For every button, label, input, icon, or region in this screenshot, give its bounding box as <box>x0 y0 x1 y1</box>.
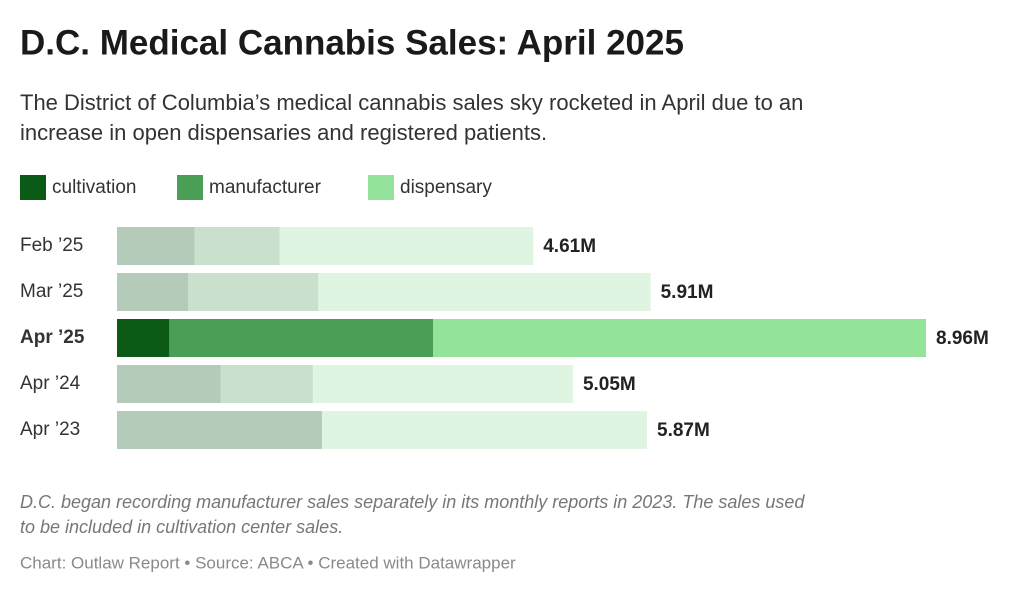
category-label: Apr ’24 <box>20 373 81 394</box>
total-label: 5.87M <box>657 420 710 441</box>
total-label: 8.96M <box>936 328 989 349</box>
category-label: Apr ’23 <box>20 419 80 440</box>
bar-segment <box>117 365 221 403</box>
legend-swatch <box>177 175 203 200</box>
bar-segment <box>279 227 534 265</box>
bar-segment <box>312 365 573 403</box>
bar-segment <box>220 365 313 403</box>
legend-swatch <box>368 175 394 200</box>
category-label: Apr ’25 <box>20 327 85 348</box>
bar-segment <box>117 411 322 449</box>
total-label: 4.61M <box>543 236 596 257</box>
category-label: Mar ’25 <box>20 281 83 302</box>
bar-segment <box>194 227 280 265</box>
legend-label: manufacturer <box>209 177 322 198</box>
subtitle: increase in open dispensaries and regist… <box>20 120 547 145</box>
bar-segment <box>117 319 170 357</box>
chart-title: D.C. Medical Cannabis Sales: April 2025 <box>20 23 684 62</box>
note: to be included in cultivation center sal… <box>20 517 343 537</box>
bar-segment <box>318 273 651 311</box>
total-label: 5.91M <box>661 282 714 303</box>
total-label: 5.05M <box>583 374 636 395</box>
bar-segment <box>321 411 648 449</box>
legend-label: dispensary <box>400 177 492 198</box>
legend-swatch <box>20 175 46 200</box>
bar-segment <box>188 273 319 311</box>
subtitle: The District of Columbia’s medical canna… <box>20 90 803 115</box>
note: D.C. began recording manufacturer sales … <box>20 492 805 512</box>
bar-segment <box>433 319 926 357</box>
bar-segment <box>169 319 434 357</box>
category-label: Feb ’25 <box>20 235 83 256</box>
source: Chart: Outlaw Report • Source: ABCA • Cr… <box>20 553 516 572</box>
legend-label: cultivation <box>52 177 137 198</box>
bar-segment <box>117 227 195 265</box>
bar-segment <box>117 273 189 311</box>
